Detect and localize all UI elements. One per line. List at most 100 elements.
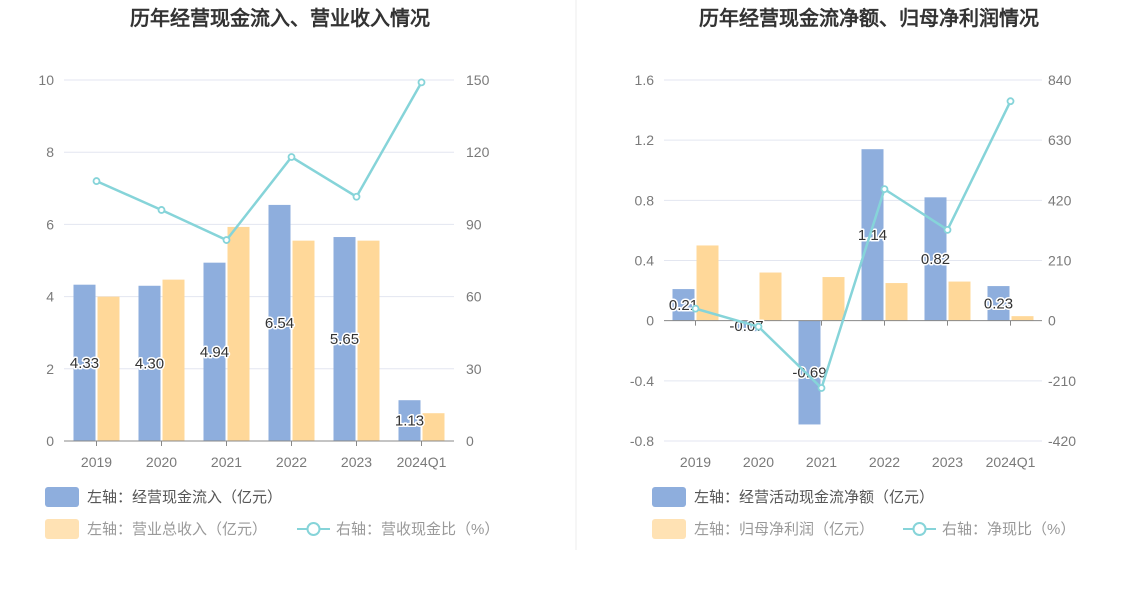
ratio-point bbox=[352, 192, 361, 201]
legend-label-net-ratio[interactable]: 右轴：净现比（%） bbox=[942, 521, 1075, 538]
y-right-tick-label: -420 bbox=[1048, 433, 1076, 449]
bar-data-label: 4.33 bbox=[70, 355, 99, 372]
y-left-tick-label: 0.4 bbox=[635, 253, 655, 269]
y-left-tick-label: 10 bbox=[38, 72, 54, 88]
bar-data-label: 5.65 bbox=[330, 331, 359, 348]
legend-label-cashflow-in[interactable]: 左轴：经营现金流入（亿元） bbox=[87, 489, 282, 506]
bar-secondary bbox=[948, 281, 971, 321]
ratio-point bbox=[157, 206, 166, 214]
bar-secondary bbox=[357, 240, 380, 441]
y-right-tick-label: 120 bbox=[466, 144, 490, 160]
y-right-tick-label: 840 bbox=[1048, 72, 1072, 88]
bar-secondary bbox=[97, 296, 120, 441]
x-tick-label: 2023 bbox=[932, 454, 963, 470]
bar-secondary bbox=[759, 272, 782, 321]
legend-swatch-net-profit[interactable] bbox=[652, 519, 686, 539]
bar-data-label: 0.23 bbox=[984, 295, 1013, 312]
bar-data-label: 0.82 bbox=[921, 251, 950, 268]
legend-swatch-cashflow-in[interactable] bbox=[45, 487, 79, 507]
legend-label-ratio[interactable]: 右轴：营收现金比（%） bbox=[336, 521, 499, 538]
chart-panel-1: 历年经营现金流入、营业收入情况 左轴：经营现金流入（亿元） 左轴：营业总收入（亿… bbox=[45, 6, 499, 539]
y-right-tick-label: 630 bbox=[1048, 132, 1072, 148]
ratio-point bbox=[1006, 97, 1015, 106]
bar-secondary bbox=[162, 279, 185, 441]
y-left-tick-label: 0 bbox=[646, 313, 654, 329]
ratio-point bbox=[754, 322, 763, 331]
chart-panel-2: 历年经营现金流净额、归母净利润情况 左轴：经营活动现金流净额（亿元） 左轴：归母… bbox=[652, 6, 1075, 539]
ratio-line bbox=[95, 81, 423, 242]
x-tick-label: 2024Q1 bbox=[986, 454, 1036, 470]
x-tick-label: 2022 bbox=[869, 454, 900, 470]
bar-primary bbox=[735, 320, 758, 332]
bar-primary bbox=[203, 262, 226, 441]
y-right-tick-label: 90 bbox=[466, 216, 482, 232]
x-tick-label: 2022 bbox=[276, 454, 307, 470]
x-tick-label: 2020 bbox=[146, 454, 177, 470]
y-left-tick-label: 0 bbox=[46, 433, 54, 449]
bar-data-label: 6.54 bbox=[265, 315, 294, 332]
legend-marker-ratio[interactable] bbox=[306, 522, 321, 536]
bar-secondary bbox=[822, 277, 845, 321]
legend-marker-net-ratio[interactable] bbox=[912, 522, 927, 536]
bar-primary bbox=[798, 320, 821, 425]
y-left-tick-label: 4 bbox=[46, 289, 54, 305]
bar-data-label: 0.21 bbox=[669, 297, 698, 314]
ratio-line bbox=[695, 100, 1012, 391]
bar-data-label: -0.69 bbox=[792, 365, 826, 382]
y-left-tick-label: 8 bbox=[46, 144, 54, 160]
ratio-point bbox=[817, 384, 826, 392]
legend-1: 左轴：经营现金流入（亿元） 左轴：营业总收入（亿元） 右轴：营收现金比（%） bbox=[45, 487, 499, 539]
bar-secondary bbox=[696, 245, 719, 321]
bar-data-label: 4.30 bbox=[135, 355, 164, 372]
plot-area-1: 0 0 2 30 4 60 6 90 8 120 10 150 2019 2020 2021 2022 2023… bbox=[38, 72, 489, 470]
ratio-point bbox=[287, 153, 296, 161]
plot-area-2: -0.8 -420 -0.4 -210 0 0 0.4 210 0.8 420 1.2 630 1.6 8… bbox=[630, 72, 1076, 470]
y-left-tick-label: 6 bbox=[46, 216, 54, 232]
x-tick-label: 2020 bbox=[743, 454, 774, 470]
y-right-tick-label: 0 bbox=[466, 433, 474, 449]
bar-primary bbox=[268, 204, 291, 441]
legend-swatch-revenue[interactable] bbox=[45, 519, 79, 539]
bar-secondary bbox=[422, 413, 445, 441]
x-tick-label: 2019 bbox=[680, 454, 711, 470]
y-right-tick-label: -210 bbox=[1048, 373, 1076, 389]
y-left-tick-label: 1.2 bbox=[635, 132, 655, 148]
bar-secondary bbox=[885, 283, 908, 321]
bar-primary bbox=[138, 285, 161, 441]
legend-2: 左轴：经营活动现金流净额（亿元） 左轴：归母净利润（亿元） 右轴：净现比（%） bbox=[652, 487, 1075, 539]
chart-title-1: 历年经营现金流入、营业收入情况 bbox=[130, 6, 430, 30]
ratio-point bbox=[880, 185, 889, 194]
legend-label-net-cashflow[interactable]: 左轴：经营活动现金流净额（亿元） bbox=[694, 489, 934, 506]
chart-title-2: 历年经营现金流净额、归母净利润情况 bbox=[699, 6, 1039, 30]
ratio-point bbox=[417, 78, 426, 87]
bar-data-label: 1.14 bbox=[858, 227, 887, 244]
y-left-tick-label: 1.6 bbox=[635, 72, 655, 88]
y-left-tick-label: 0.8 bbox=[635, 192, 655, 208]
bar-primary bbox=[398, 400, 421, 441]
y-right-tick-label: 150 bbox=[466, 72, 490, 88]
legend-label-revenue[interactable]: 左轴：营业总收入（亿元） bbox=[87, 521, 267, 538]
bar-primary bbox=[924, 197, 947, 321]
x-tick-label: 2024Q1 bbox=[397, 454, 447, 470]
bar-secondary bbox=[1011, 316, 1034, 321]
bar-data-label: 4.94 bbox=[200, 344, 229, 361]
legend-swatch-net-cashflow[interactable] bbox=[652, 487, 686, 507]
y-right-tick-label: 60 bbox=[466, 289, 482, 305]
y-right-tick-label: 30 bbox=[466, 361, 482, 377]
y-right-tick-label: 420 bbox=[1048, 192, 1072, 208]
x-tick-label: 2023 bbox=[341, 454, 372, 470]
x-tick-label: 2019 bbox=[81, 454, 112, 470]
bar-data-label: 1.13 bbox=[395, 413, 424, 430]
ratio-point bbox=[222, 236, 231, 244]
y-left-tick-label: -0.8 bbox=[630, 433, 654, 449]
y-left-tick-label: -0.4 bbox=[630, 373, 654, 389]
y-right-tick-label: 0 bbox=[1048, 313, 1056, 329]
x-tick-label: 2021 bbox=[211, 454, 242, 470]
bar-secondary bbox=[292, 240, 315, 441]
legend-label-net-profit[interactable]: 左轴：归母净利润（亿元） bbox=[694, 521, 874, 538]
ratio-point bbox=[943, 225, 952, 234]
bar-secondary bbox=[227, 226, 250, 441]
y-right-tick-label: 210 bbox=[1048, 253, 1072, 269]
ratio-point bbox=[92, 177, 101, 185]
